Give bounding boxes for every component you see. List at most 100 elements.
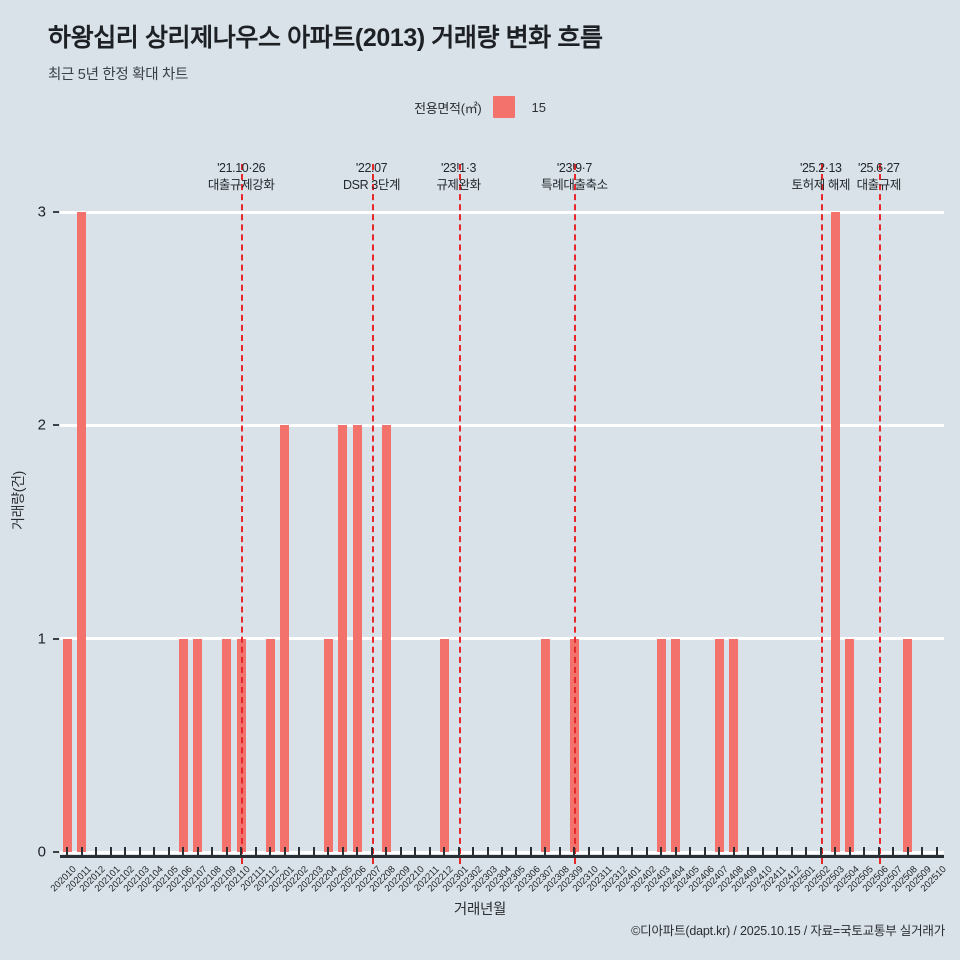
x-tick-mark: [196, 847, 199, 858]
x-tick-mark: [732, 847, 735, 858]
x-tick-mark: [341, 847, 344, 858]
bar[interactable]: [236, 638, 246, 852]
bar[interactable]: [381, 425, 391, 852]
x-tick-mark: [124, 847, 127, 858]
x-tick-mark: [631, 847, 634, 858]
x-tick-mark: [935, 847, 938, 858]
x-tick-mark: [863, 847, 866, 858]
x-tick-mark: [892, 847, 895, 858]
x-tick-mark: [66, 847, 69, 858]
page-title: 하왕십리 상리제나우스 아파트(2013) 거래량 변화 흐름: [48, 24, 603, 52]
event-name-text: 토허제 해제: [791, 178, 851, 192]
x-tick-mark: [718, 847, 721, 858]
event-date-text: '21.10·26: [217, 161, 266, 175]
x-tick-mark: [501, 847, 503, 858]
bar[interactable]: [193, 638, 203, 852]
bar[interactable]: [222, 638, 232, 852]
x-tick-mark: [515, 847, 518, 858]
event-marker-line: [458, 164, 461, 864]
event-marker-label: '23!1·3 규제완화: [436, 160, 481, 194]
x-tick-mark: [616, 847, 619, 858]
bar[interactable]: [830, 212, 840, 852]
x-tick-mark: [674, 847, 677, 858]
x-tick-mark: [761, 847, 764, 858]
footer-credit: ©디아파트(dapt.kr) / 2025.10.15 / 자료=국토교통부 실…: [631, 924, 945, 938]
x-axis-title: 거래년월: [453, 902, 507, 918]
x-tick-mark: [790, 847, 793, 858]
bar[interactable]: [540, 638, 550, 852]
y-tick-label: 0: [37, 843, 46, 861]
x-tick-mark: [776, 847, 779, 858]
bar[interactable]: [714, 638, 724, 852]
x-tick-mark: [153, 847, 156, 858]
event-date-text: '22.07: [355, 161, 388, 175]
x-tick-mark: [356, 847, 359, 858]
x-tick-mark: [921, 847, 924, 858]
x-tick-mark: [544, 847, 547, 858]
bar[interactable]: [671, 638, 681, 852]
x-tick-mark: [587, 847, 590, 858]
x-tick-mark: [805, 847, 808, 858]
bar[interactable]: [903, 638, 913, 852]
event-date-text: '23!9·7: [556, 161, 592, 175]
bar[interactable]: [77, 212, 87, 852]
plot-area: [60, 164, 944, 864]
x-tick-mark: [645, 847, 648, 858]
event-marker-label: '22.07 DSR 3단계: [343, 160, 400, 194]
event-date-text: '25.6·27: [857, 161, 900, 175]
event-name-text: 특례대출축소: [541, 178, 608, 192]
x-tick-mark: [414, 847, 417, 858]
x-tick-mark: [602, 847, 605, 858]
bar[interactable]: [569, 638, 579, 852]
bar[interactable]: [323, 638, 333, 852]
bar[interactable]: [439, 638, 449, 852]
bar[interactable]: [656, 638, 666, 852]
x-tick-mark: [254, 847, 257, 858]
gridline: [60, 637, 944, 641]
x-tick-mark: [211, 847, 214, 858]
bar[interactable]: [178, 638, 188, 852]
gridline: [60, 210, 944, 214]
y-tick-label: 2: [37, 416, 46, 434]
bar[interactable]: [729, 638, 739, 852]
chart-header: 하왕십리 상리제나우스 아파트(2013) 거래량 변화 흐름 최근 5년 한정…: [48, 18, 928, 84]
bar[interactable]: [280, 425, 290, 852]
event-name-text: 대출규제: [856, 178, 902, 192]
y-tick-mark: [53, 637, 59, 640]
y-tick-mark: [53, 211, 59, 213]
x-tick-mark: [906, 847, 909, 858]
x-tick-mark: [80, 847, 83, 858]
bar[interactable]: [338, 425, 348, 852]
legend-title: 전용면적(㎡): [414, 100, 482, 116]
x-tick-mark: [240, 847, 243, 858]
bar[interactable]: [62, 638, 72, 852]
x-tick-mark: [472, 847, 475, 858]
event-date-text: '25.2·13: [800, 161, 842, 175]
bar[interactable]: [352, 425, 362, 852]
x-tick-mark: [486, 847, 489, 858]
event-name-text: 규제완화: [436, 178, 481, 192]
x-tick-mark: [95, 847, 98, 858]
x-tick-mark: [370, 847, 373, 858]
x-tick-mark: [457, 847, 460, 858]
bar[interactable]: [265, 638, 275, 852]
x-tick-mark: [298, 847, 301, 858]
x-tick-mark: [443, 847, 446, 858]
x-tick-mark: [269, 847, 272, 858]
x-tick-mark: [167, 847, 170, 858]
y-tick-label: 1: [37, 630, 46, 648]
y-axis-title: 거래량(건): [10, 470, 26, 530]
x-tick-mark: [312, 847, 315, 858]
bar[interactable]: [845, 638, 855, 852]
x-tick-mark: [225, 847, 228, 858]
x-tick-mark: [848, 847, 851, 858]
event-marker-label: '23!9·7 특례대출축소: [541, 160, 608, 194]
y-tick-label: 3: [37, 203, 46, 221]
x-tick-mark: [558, 847, 561, 858]
event-marker-line: [878, 164, 881, 864]
legend-item-label: 15: [531, 99, 546, 115]
event-marker-label: '25.2·13 토허제 해제: [792, 160, 851, 194]
x-tick-mark: [877, 847, 880, 858]
legend-swatch-icon: [493, 96, 516, 118]
